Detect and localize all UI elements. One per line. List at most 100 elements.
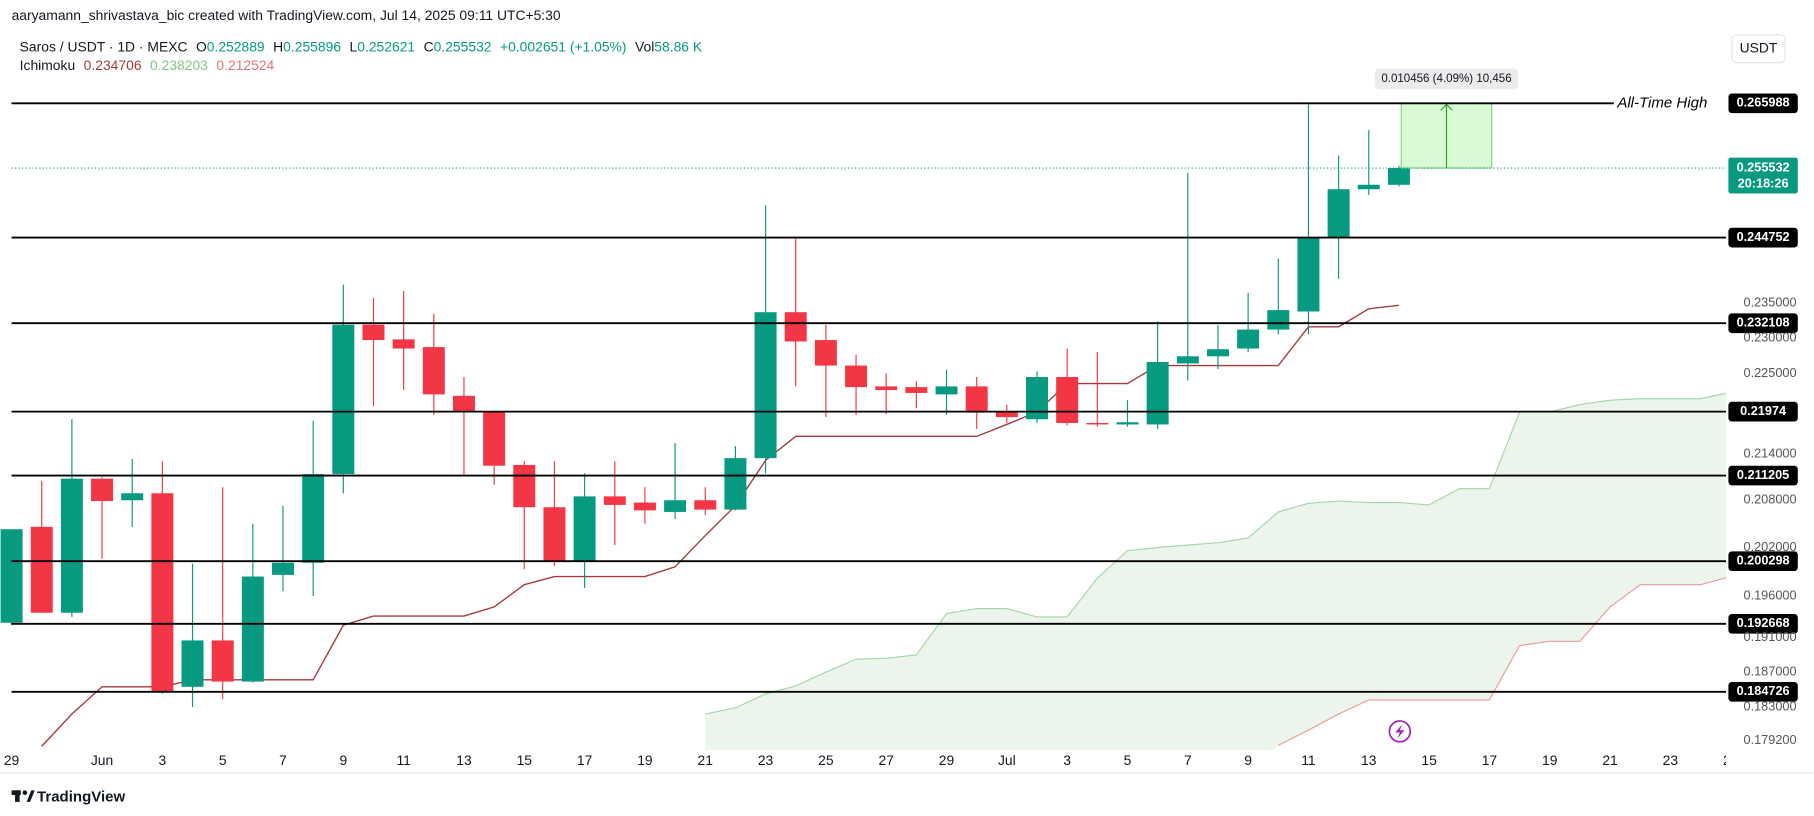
x-tick-label: 25: [1723, 752, 1739, 768]
candle-body: [483, 411, 506, 466]
brand-logo: [11, 790, 35, 802]
alert-bolt[interactable]: [1395, 724, 1405, 739]
measure-label: 0.010456 (4.09%) 10,456: [1381, 73, 1511, 85]
logo-part: [22, 790, 28, 795]
candle-body: [754, 312, 777, 459]
candle-body: [965, 386, 988, 413]
x-tick-label: 11: [1301, 752, 1316, 768]
candle-body: [603, 496, 626, 505]
change: +0.002651 (+1.05%): [500, 38, 627, 54]
candle-body: [573, 496, 596, 562]
candle-body: [1237, 329, 1260, 349]
level-box: [1728, 227, 1798, 248]
base-line: [41, 304, 1400, 747]
candle-body: [935, 386, 958, 395]
overlay: 0.010456 (4.09%) 10,456 0.255532 20:18:26 0…: [11, 68, 1798, 702]
currency-label[interactable]: USDT: [1740, 39, 1778, 55]
level-box: [1728, 614, 1798, 634]
candle-body: [1387, 168, 1410, 185]
y-tick-label: 0.196000: [1744, 588, 1797, 603]
candle-body: [0, 529, 23, 623]
candle-body: [1297, 237, 1320, 312]
x-tick-label: 29: [939, 752, 955, 768]
candle-body: [452, 395, 475, 412]
candle-body: [121, 493, 144, 501]
x-tick-label: 5: [219, 752, 227, 768]
measure-label-bg: [1374, 68, 1519, 90]
symbol: Saros / USDT · 1D · MEXC: [20, 38, 188, 54]
candle-body: [302, 474, 325, 563]
level-box: [1728, 551, 1798, 571]
volume-key: Vol: [635, 38, 654, 54]
x-tick-label: 25: [818, 752, 834, 768]
indicator-value: 0.234706: [84, 57, 142, 73]
x-tick-label: 5: [1124, 752, 1132, 768]
y-tick-label: 0.183000: [1744, 698, 1797, 713]
ohlc-key: H: [273, 38, 283, 54]
level-box: [1728, 93, 1798, 114]
candle-body: [905, 387, 928, 393]
x-tick-label: 21: [698, 752, 714, 768]
candle-body: [995, 411, 1018, 418]
candle-body: [422, 347, 445, 395]
ohlc-value: 0.252889: [207, 38, 265, 54]
candle-body: [513, 464, 536, 508]
currency-button[interactable]: [1731, 34, 1786, 64]
candle-body: [362, 324, 385, 341]
alert-icon[interactable]: [1388, 720, 1412, 743]
level-label: 0.211205: [1737, 467, 1789, 482]
indicator-legend: Ichimoku 0.234706 0.238203 0.212524: [20, 57, 275, 73]
logo-part: [26, 790, 35, 802]
candle-body: [272, 562, 294, 575]
level-annotation: All-Time High: [1616, 94, 1707, 111]
legend-line: Saros / USDT · 1D · MEXC O0.252889 H0.25…: [20, 38, 703, 54]
y-tick-label: 0.235000: [1744, 295, 1797, 310]
x-tick-label: 29: [4, 752, 20, 768]
level-box: [1728, 465, 1798, 486]
y-tick-label: 0.225000: [1744, 365, 1797, 380]
candle-body: [1026, 377, 1049, 420]
indicator-value: 0.212524: [216, 57, 274, 73]
level-box: [1728, 313, 1798, 334]
candle-body: [664, 500, 687, 512]
ohlc-key: L: [350, 38, 358, 54]
leading-span-a: [705, 392, 1727, 715]
x-tick-label: 15: [1421, 752, 1437, 768]
level-label: 0.200298: [1737, 553, 1790, 568]
x-tick-label: 9: [339, 752, 347, 768]
x-tick-label: 19: [1542, 752, 1558, 768]
candle-body: [60, 478, 83, 613]
indicator-value: 0.238203: [150, 57, 208, 73]
candle-body: [1357, 184, 1380, 190]
level-label: 0.21974: [1740, 403, 1786, 418]
x-tick-label: 23: [1663, 752, 1679, 768]
candle-body: [1086, 422, 1109, 425]
candle-body: [814, 340, 837, 366]
x-tick-label: 19: [637, 752, 653, 768]
countdown: 20:18:26: [1738, 176, 1789, 191]
cloud: [705, 393, 1727, 750]
candle-body: [633, 502, 656, 511]
x-tick-label: 13: [1361, 752, 1377, 768]
ohlc-value: 0.255532: [434, 38, 492, 54]
level-box: [1728, 401, 1798, 422]
candle-body: [724, 458, 747, 510]
measure-arrowhead: [1440, 103, 1453, 111]
candle-body: [1176, 356, 1199, 364]
x-tick-label: Jul: [998, 752, 1016, 768]
candle-body: [392, 339, 415, 349]
candle-body: [1267, 310, 1290, 330]
ohlc-key: C: [424, 38, 434, 54]
x-tick-label: 17: [577, 752, 593, 768]
annotation-bg: [1613, 94, 1729, 113]
candle-body: [332, 324, 355, 475]
last-price-label: 0.255532: [1737, 159, 1790, 174]
candle-body: [784, 312, 807, 342]
candle-body: [151, 493, 174, 693]
level-label: 0.232108: [1737, 315, 1790, 330]
y-tick-label: 0.179200: [1744, 732, 1797, 747]
candle-body: [1116, 422, 1139, 425]
candle-body: [845, 365, 868, 388]
